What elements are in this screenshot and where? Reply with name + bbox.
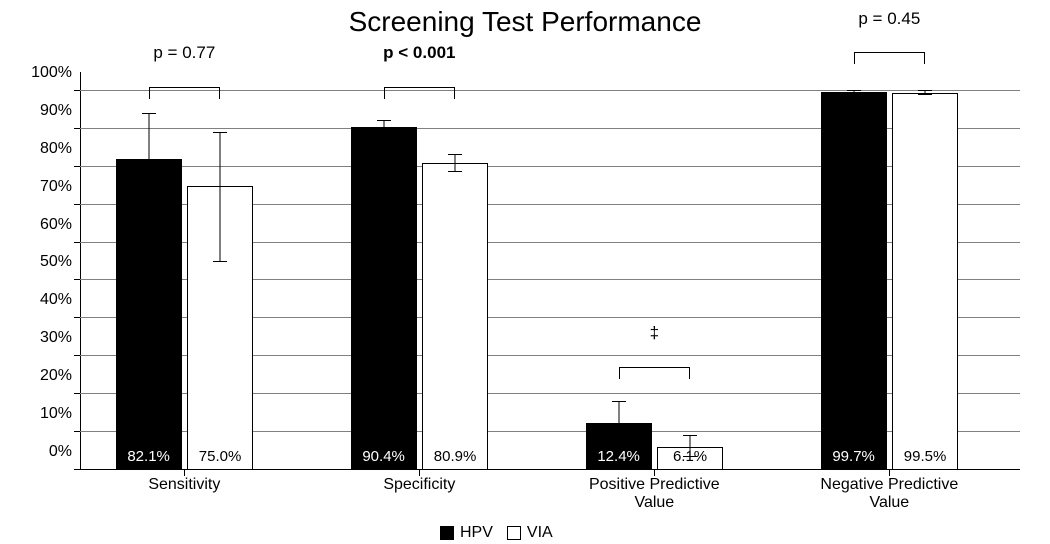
bar-via: 99.5% [892,93,958,470]
bracket-label: p = 0.45 [858,9,920,29]
bar-value-label: 99.5% [904,448,947,465]
ytick-mark [74,431,80,432]
y-axis [80,72,81,470]
ytick-label: 90% [40,102,80,120]
error-bar [148,114,149,232]
group-label: Specificity [383,470,455,494]
bar-value-label: 12.4% [597,448,640,465]
error-bar [455,155,456,172]
error-bar [220,133,221,262]
ytick-label: 70% [40,178,80,196]
bracket-label: p = 0.77 [153,43,215,63]
error-bar [690,436,691,457]
legend-swatch [440,526,454,540]
legend-label: VIA [527,524,553,542]
error-cap [918,90,932,91]
error-cap [683,435,697,436]
ytick-label: 10% [40,405,80,423]
error-cap [213,261,227,262]
comparison-bracket [149,87,220,99]
error-cap [377,120,391,121]
error-cap [448,154,462,155]
error-cap [142,230,156,231]
bar-value-label: 80.9% [434,448,477,465]
error-cap [612,439,626,440]
legend-label: HPV [460,524,493,542]
plot-area: 0%10%20%30%40%50%60%70%80%90%100%82.1%75… [80,72,1020,470]
legend: HPV VIA [440,524,553,542]
ytick-mark [74,355,80,356]
bar-hpv: 99.7% [821,92,887,470]
error-cap [683,456,697,457]
bar-via: 80.9% [422,163,488,470]
ytick-label: 50% [40,253,80,271]
ytick-mark [74,469,80,470]
ytick-mark [74,204,80,205]
error-cap [918,94,932,95]
bar-value-label: 75.0% [199,448,242,465]
group-label: Sensitivity [148,470,220,494]
chart-container: Screening Test Performance 0%10%20%30%40… [0,0,1050,544]
ytick-mark [74,166,80,167]
ytick-mark [74,128,80,129]
ytick-label: 40% [40,291,80,309]
ytick-mark [74,242,80,243]
bracket-label: ‡ [650,323,659,343]
group-label: Negative PredictiveValue [799,470,979,513]
ytick-label: 80% [40,140,80,158]
legend-swatch [507,526,521,540]
ytick-label: 20% [40,367,80,385]
ytick-mark [74,279,80,280]
ytick-label: 100% [31,64,80,82]
ytick-mark [74,317,80,318]
ytick-label: 60% [40,216,80,234]
bracket-label: p < 0.001 [383,43,455,63]
ytick-label: 30% [40,329,80,347]
bar-value-label: 90.4% [362,448,405,465]
comparison-bracket [619,367,690,379]
legend-item-via: VIA [507,524,553,542]
error-cap [142,113,156,114]
legend-item-hpv: HPV [440,524,493,542]
ytick-mark [74,90,80,91]
comparison-bracket [854,52,925,64]
error-cap [612,401,626,402]
error-bar [618,402,619,440]
group-label: Positive PredictiveValue [564,470,744,513]
ytick-mark [74,393,80,394]
bar-hpv: 90.4% [351,127,417,470]
gridline [80,90,1020,91]
error-cap [847,90,861,91]
bar-value-label: 99.7% [832,448,875,465]
ytick-label: 0% [49,443,80,461]
error-cap [213,132,227,133]
error-cap [377,132,391,133]
comparison-bracket [384,87,455,99]
error-cap [448,171,462,172]
bar-value-label: 82.1% [127,448,170,465]
error-cap [847,93,861,94]
